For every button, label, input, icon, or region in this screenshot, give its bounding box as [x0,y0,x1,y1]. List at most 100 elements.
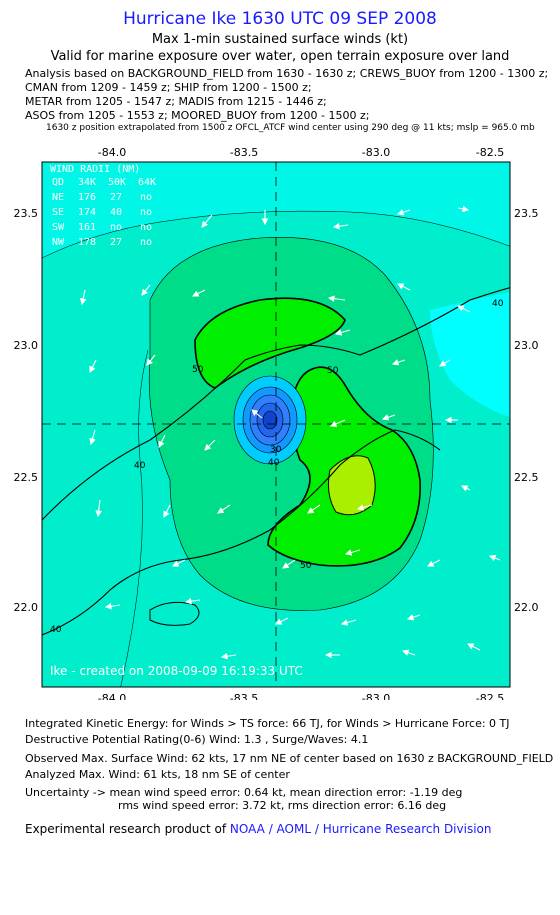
core-ring [262,410,278,430]
lon-tick-label: -83.0 [362,692,390,700]
wind-vector [201,214,213,228]
radii-cell: 161 [78,222,96,233]
lon-tick-label: -83.0 [362,146,390,159]
longitude-ticks-bottom: -84.0 -83.5 -83.0 -82.5 [98,692,504,700]
wind-vector [381,414,396,421]
radii-cell: NE [52,192,64,203]
contour-label: 30 [270,445,282,455]
analysis-line: METAR from 1205 - 1547 z; MADIS from 121… [25,95,327,108]
wind-vector [457,305,471,313]
wind-vector [391,359,406,366]
contour-label: 40 [50,625,62,635]
radii-cell: 27 [110,192,122,203]
isla-de-la-juventud [149,601,200,626]
wind-vector [397,283,411,291]
lon-tick-label: -82.5 [476,692,504,700]
analyzed-max: Analyzed Max. Wind: 61 kts, 18 nm SE of … [25,768,290,781]
wind-vector [344,549,361,556]
contour-label: 40 [134,461,146,471]
wind-vector [146,354,156,366]
lat-tick-label: 23.0 [514,339,539,352]
contour-label: 50 [300,561,312,571]
wind-field [42,162,510,687]
latitude-ticks-right: 23.5 23.0 22.5 22.0 [514,207,539,614]
radii-cell: no [140,237,152,248]
page-title: Hurricane Ike 1630 UTC 09 SEP 2008 [123,9,437,29]
analysis-line: Analysis based on BACKGROUND_FIELD from … [25,67,549,80]
wind-vector [95,499,102,518]
wind-vector [427,559,441,567]
wind-map: -84.0 -83.5 -83.0 -82.5 -84.0 -83.5 -83.… [14,146,539,700]
radii-cell: NW [52,237,65,248]
wind-vector [79,289,87,306]
radii-cell: 174 [78,207,96,218]
wind-vector [104,602,121,610]
cuba-coastline-south [42,429,441,636]
analysis-line: CMAN from 1209 - 1459 z; SHIP from 1200 … [25,81,312,94]
lon-tick-label: -84.0 [98,146,126,159]
radii-cell: 178 [78,237,96,248]
contour-labels: 40 40 40 50 50 50 30 40 [50,299,504,635]
wind-vectors [79,205,501,660]
latitude-ticks-left: 23.5 23.0 22.5 22.0 [14,207,39,614]
longitude-ticks-top: -84.0 -83.5 -83.0 -82.5 [98,146,504,159]
lat-tick-label: 23.0 [14,339,39,352]
wind-vector [340,619,357,626]
radii-cell: no [140,207,152,218]
lon-tick-label: -82.5 [476,146,504,159]
wind-vector [141,284,151,296]
contour-label: 40 [492,299,504,309]
wind-vector [163,504,171,518]
wind-vector [457,205,470,213]
wind-vector [334,329,351,336]
subtitle: Max 1-min sustained surface winds (kt) [151,32,409,47]
wind-vector [89,429,96,446]
wind-vector [332,222,349,230]
wind-vector [217,504,231,514]
radii-cell: no [140,192,152,203]
radii-header-cell: 50K [108,177,126,188]
cuba-coastline-north [42,287,510,521]
contour-40-southwest [120,349,149,687]
radii-cell: no [110,222,122,233]
radii-header-cell: QD [52,177,64,188]
map-frame [41,161,511,688]
radii-cell: 176 [78,192,96,203]
wind-vector [220,652,237,660]
wind-vector [192,289,206,297]
radii-cell: SW [52,222,65,233]
wind-vector [89,359,97,373]
position-note: 1630 z position extrapolated from 1500 z… [46,123,535,133]
product-prefix: Experimental research product of [25,822,230,836]
wind-vector [251,409,263,419]
lat-tick-label: 22.5 [514,471,539,484]
wind-vector [461,485,471,492]
wind-radii-table: WIND RADII (NM) QD 34K 50K 64K NE 176 27… [50,164,156,248]
wind-vector [439,359,451,367]
wind-vector [401,649,416,656]
lat-tick-label: 22.0 [514,601,539,614]
contour-40-outer [148,237,434,611]
hrd-link[interactable]: NOAA / AOML / Hurricane Research Divisio… [229,822,492,836]
wind-radii-title: WIND RADII (NM) [50,164,140,175]
analysis-line: ASOS from 1205 - 1553 z; MOORED_BUOY fro… [25,109,370,122]
wind-vector [307,504,321,514]
creation-credit: Ike - created on 2008-09-09 16:19:33 UTC [50,664,303,678]
dpr-line: Destructive Potential Rating(0-6) Wind: … [25,733,369,746]
wind-vector [282,559,296,569]
uncertainty-line: Uncertainty -> mean wind speed error: 0.… [25,786,463,799]
contour-label: 50 [192,365,204,375]
wind-vector [172,559,186,567]
lon-tick-label: -83.5 [230,146,258,159]
lon-tick-label: -84.0 [98,692,126,700]
radii-cell: SE [52,207,64,218]
contour-label: 50 [327,366,339,376]
radii-cell: 27 [110,237,122,248]
contour-label: 40 [268,458,280,468]
observed-max: Observed Max. Surface Wind: 62 kts, 17 n… [25,752,554,765]
lat-tick-label: 23.5 [14,207,39,220]
uncertainty-line: rms wind speed error: 3.72 kt, rms direc… [118,799,447,812]
wind-vector [204,439,216,451]
exposure-note: Valid for marine exposure over water, op… [50,49,510,64]
lat-tick-label: 22.5 [14,471,39,484]
